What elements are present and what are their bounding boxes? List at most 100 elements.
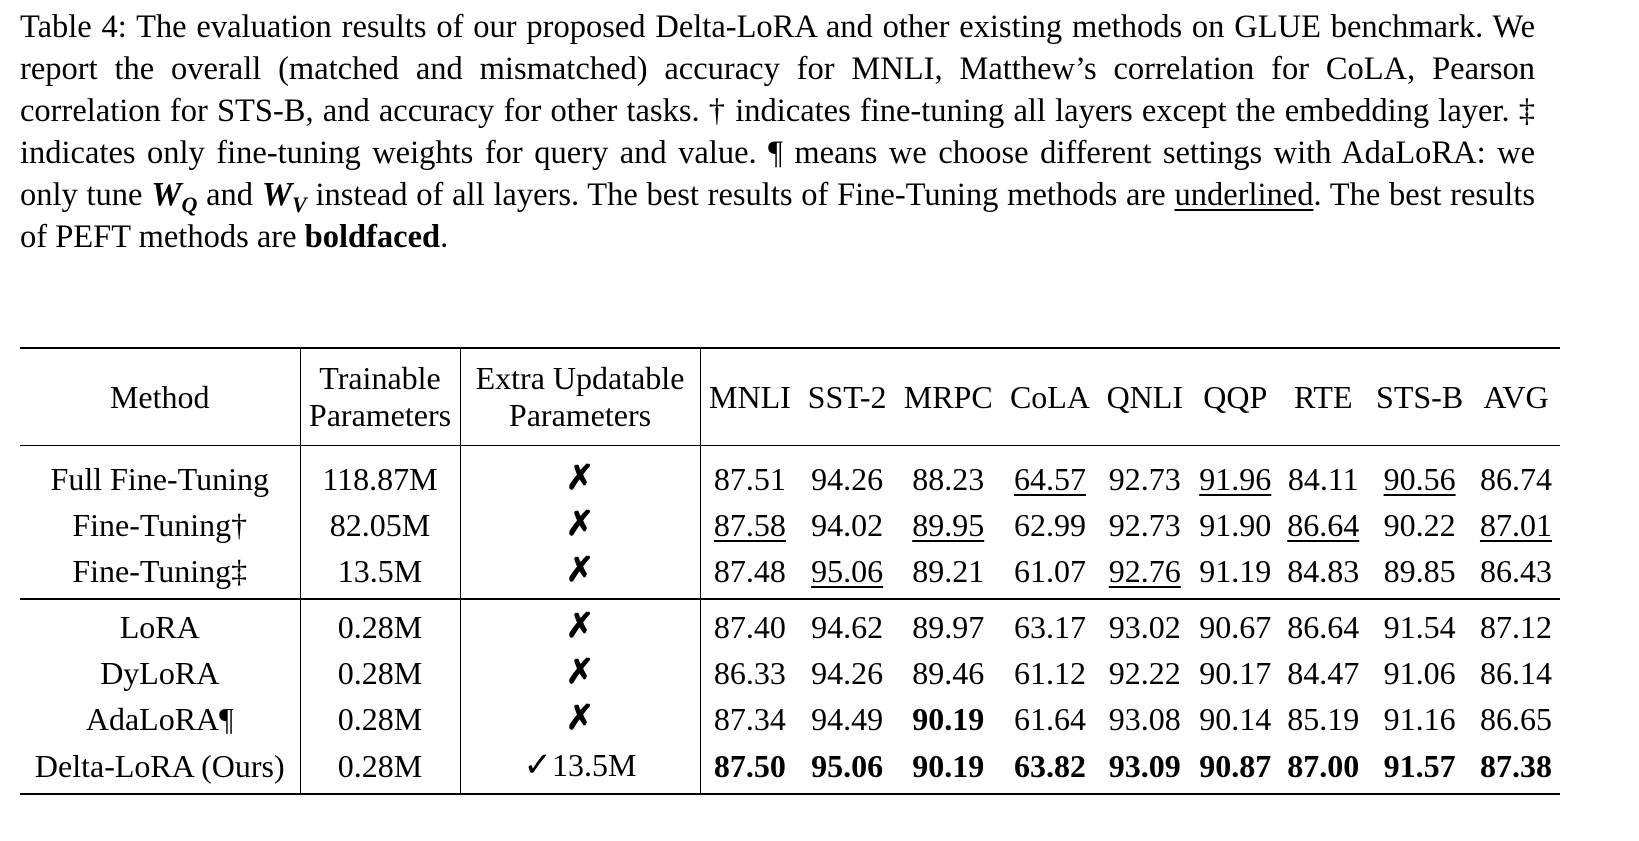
- value-cell: 90.67: [1191, 598, 1280, 650]
- trainable-cell: 0.28M: [300, 696, 461, 742]
- value-cell: 87.40: [700, 598, 800, 650]
- value-cell: 86.43: [1479, 553, 1552, 589]
- value-cell: 94.62: [799, 598, 895, 650]
- value-cell-underlined: 64.57: [1013, 461, 1086, 497]
- value-cell: 93.02: [1098, 598, 1192, 650]
- glue-results-table: Method Trainable Parameters Extra Updatab…: [20, 347, 1560, 795]
- header-extra-updatable-parameters: Extra Updatable Parameters: [460, 347, 701, 446]
- value-cell: 61.12: [1013, 655, 1086, 691]
- table-row: Fine-Tuning‡ 13.5M ✗ 87.48 95.06 89.21 6…: [20, 548, 1560, 599]
- header-mnli: MNLI: [700, 347, 800, 446]
- table-row: Fine-Tuning† 82.05M ✗ 87.58 94.02 89.95 …: [20, 502, 1560, 548]
- method-cell: Fine-Tuning†: [20, 502, 301, 548]
- value-cell: 91.19: [1199, 553, 1272, 589]
- value-cell-underlined: 95.06: [811, 553, 884, 589]
- trainable-cell: 0.28M: [300, 742, 461, 795]
- value-cell: 85.19: [1287, 701, 1360, 737]
- value-cell: 86.74: [1479, 461, 1552, 497]
- trainable-cell: 118.87M: [300, 445, 461, 502]
- value-cell: 92.22: [1108, 655, 1181, 691]
- value-cell: 94.49: [811, 701, 884, 737]
- caption-underlined-word: underlined: [1174, 177, 1314, 213]
- cross-icon: ✗: [460, 445, 701, 502]
- value-cell-bold: 95.06: [799, 742, 895, 795]
- value-cell: 84.83: [1287, 553, 1360, 589]
- value-cell: 91.90: [1199, 507, 1272, 543]
- method-cell: LoRA: [20, 598, 301, 650]
- value-cell: 87.51: [713, 461, 786, 497]
- value-cell: 92.73: [1108, 507, 1181, 543]
- value-cell: 93.08: [1108, 701, 1181, 737]
- value-cell: 87.34: [713, 701, 786, 737]
- value-cell: 87.12: [1471, 598, 1560, 650]
- value-cell: 86.14: [1479, 655, 1552, 691]
- value-cell: 89.97: [894, 598, 1002, 650]
- table-row: LoRA 0.28M ✗ 87.40 94.62 89.97 63.17 93.…: [20, 598, 1560, 650]
- peft-group: LoRA 0.28M ✗ 87.40 94.62 89.97 63.17 93.…: [20, 598, 1560, 795]
- header-avg: AVG: [1471, 347, 1560, 446]
- value-cell: 89.85: [1383, 553, 1456, 589]
- cross-icon: ✗: [460, 548, 701, 599]
- value-cell: 90.17: [1199, 655, 1272, 691]
- check-icon: ✓: [523, 747, 553, 784]
- value-cell: 94.26: [811, 461, 884, 497]
- value-cell: 84.47: [1287, 655, 1360, 691]
- value-cell: 90.22: [1383, 507, 1456, 543]
- method-cell: Full Fine-Tuning: [20, 445, 301, 502]
- method-cell: AdaLoRA¶: [20, 696, 301, 742]
- header-cola: CoLA: [1001, 347, 1099, 446]
- value-cell: 89.46: [912, 655, 985, 691]
- value-cell: 88.23: [912, 461, 985, 497]
- header-row: Method Trainable Parameters Extra Updatab…: [20, 347, 1560, 446]
- value-cell: 87.48: [713, 553, 786, 589]
- trainable-cell: 0.28M: [300, 650, 461, 696]
- value-cell: 91.06: [1383, 655, 1456, 691]
- caption-boldfaced-word: boldfaced: [304, 219, 441, 255]
- value-cell: 86.64: [1279, 598, 1368, 650]
- header-method: Method: [20, 347, 301, 446]
- value-cell-bold: 90.19: [894, 742, 1002, 795]
- header-mrpc: MRPC: [894, 347, 1002, 446]
- value-cell: 91.16: [1383, 701, 1456, 737]
- method-cell: DyLoRA: [20, 650, 301, 696]
- header-stsb: STS-B: [1367, 347, 1472, 446]
- value-cell-bold: 93.09: [1098, 742, 1192, 795]
- fine-tuning-group: Full Fine-Tuning 118.87M ✗ 87.51 94.26 8…: [20, 445, 1560, 599]
- caption-text-2: instead of all layers. The best results …: [306, 177, 1175, 213]
- caption-text-1: Table 4: The evaluation results of our p…: [20, 9, 1535, 213]
- header-qnli: QNLI: [1098, 347, 1192, 446]
- table-row: Full Fine-Tuning 118.87M ✗ 87.51 94.26 8…: [20, 445, 1560, 502]
- math-w-v: WV: [261, 176, 307, 217]
- value-cell: 63.17: [1001, 598, 1099, 650]
- cross-icon: ✗: [460, 598, 701, 650]
- value-cell: 62.99: [1013, 507, 1086, 543]
- method-cell: Delta-LoRA (Ours): [20, 742, 301, 795]
- value-cell: 61.07: [1013, 553, 1086, 589]
- value-cell-underlined: 91.96: [1199, 461, 1272, 497]
- value-cell: 86.65: [1479, 701, 1552, 737]
- value-cell-bold: 90.87: [1191, 742, 1280, 795]
- value-cell-underlined: 90.56: [1383, 461, 1456, 497]
- value-cell: 94.26: [811, 655, 884, 691]
- value-cell-bold: 87.50: [700, 742, 800, 795]
- math-w-q: WQ: [151, 176, 198, 217]
- value-cell: 89.21: [912, 553, 985, 589]
- extra-cell: ✓13.5M: [460, 742, 701, 795]
- value-cell: 84.11: [1287, 461, 1359, 497]
- cross-icon: ✗: [460, 696, 701, 742]
- value-cell: 90.14: [1199, 701, 1272, 737]
- trainable-cell: 0.28M: [300, 598, 461, 650]
- value-cell-underlined: 92.76: [1108, 553, 1181, 589]
- value-cell-underlined: 87.01: [1479, 507, 1552, 543]
- value-cell: 86.33: [713, 655, 786, 691]
- header-qqp: QQP: [1191, 347, 1280, 446]
- value-cell-bold: 91.57: [1367, 742, 1472, 795]
- cross-icon: ✗: [460, 502, 701, 548]
- value-cell: 94.02: [811, 507, 884, 543]
- value-cell-underlined: 86.64: [1287, 507, 1360, 543]
- value-cell-bold: 87.00: [1279, 742, 1368, 795]
- header-rte: RTE: [1279, 347, 1368, 446]
- extra-value: 13.5M: [552, 747, 637, 783]
- value-cell-bold: 63.82: [1001, 742, 1099, 795]
- table-row: DyLoRA 0.28M ✗ 86.33 94.26 89.46 61.12 9…: [20, 650, 1560, 696]
